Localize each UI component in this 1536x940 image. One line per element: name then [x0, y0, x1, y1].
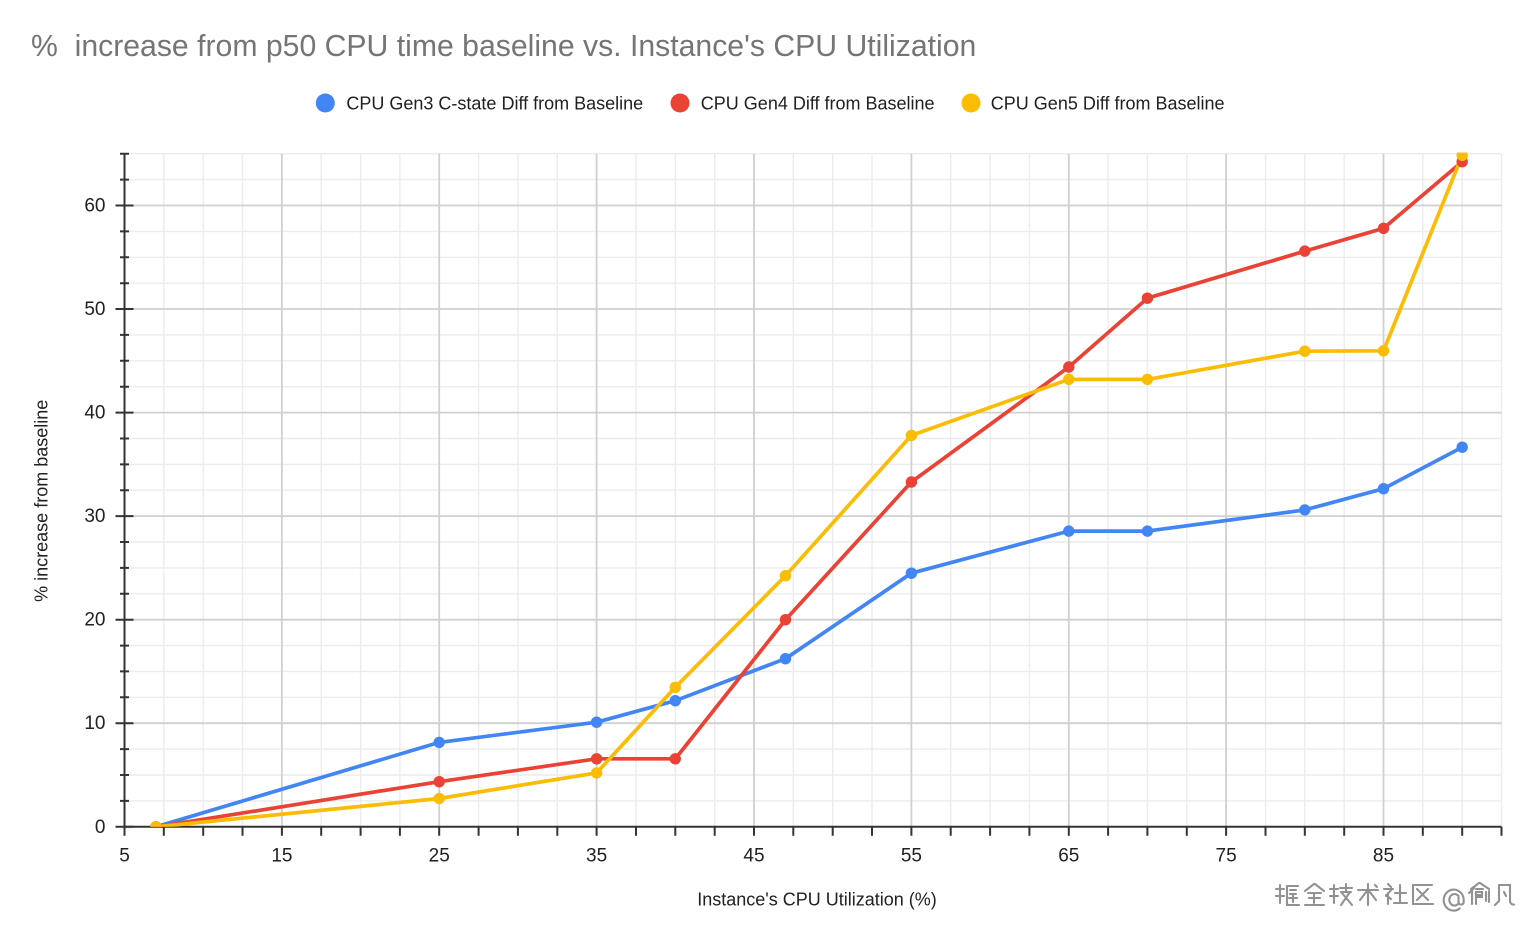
svg-text:65: 65 — [1058, 846, 1079, 867]
svg-text:CPU Gen4 Diff from Baseline: CPU Gen4 Diff from Baseline — [701, 94, 935, 114]
svg-text:85: 85 — [1373, 846, 1394, 867]
svg-text:% increase from baseline: % increase from baseline — [32, 400, 52, 602]
svg-text:5: 5 — [119, 846, 130, 867]
svg-text:30: 30 — [84, 506, 105, 527]
svg-text:CPU Gen3 C-state Diff from Bas: CPU Gen3 C-state Diff from Baseline — [346, 94, 643, 114]
svg-text:10: 10 — [84, 713, 105, 734]
svg-text:20: 20 — [84, 610, 105, 631]
svg-text:45: 45 — [743, 846, 764, 867]
svg-text:15: 15 — [271, 846, 292, 867]
svg-text:25: 25 — [429, 846, 450, 867]
svg-text:0: 0 — [95, 817, 106, 838]
svg-text:60: 60 — [84, 196, 105, 217]
svg-text:CPU Gen5 Diff from Baseline: CPU Gen5 Diff from Baseline — [991, 94, 1225, 114]
svg-text:% increase from p50 CPU time: % increase from p50 CPU time baseline vs… — [31, 30, 976, 63]
svg-text:Instance's CPU Utilization (%): Instance's CPU Utilization (%) — [697, 890, 937, 910]
svg-text:40: 40 — [84, 403, 105, 424]
svg-text:75: 75 — [1216, 846, 1237, 867]
svg-text:35: 35 — [586, 846, 607, 867]
svg-text:50: 50 — [84, 299, 105, 320]
svg-text:55: 55 — [901, 846, 922, 867]
